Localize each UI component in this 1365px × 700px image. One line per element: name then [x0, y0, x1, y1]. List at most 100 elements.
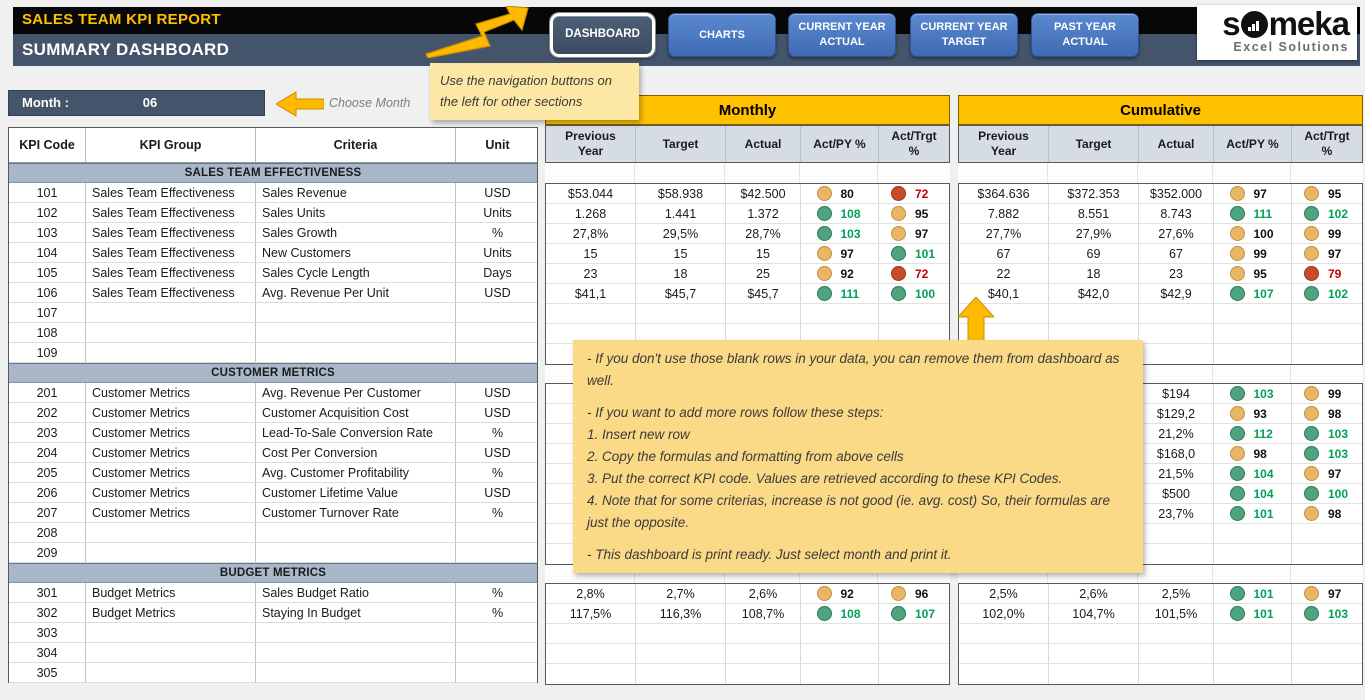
- cell-py[interactable]: [959, 304, 1049, 323]
- cell-actual[interactable]: [1139, 664, 1214, 684]
- cell-kpi-group[interactable]: Sales Team Effectiveness: [86, 203, 256, 222]
- cell-py[interactable]: [959, 624, 1049, 643]
- cell-criteria[interactable]: Customer Acquisition Cost: [256, 403, 456, 422]
- cell-unit[interactable]: [456, 343, 539, 362]
- cell-unit[interactable]: USD: [484, 385, 511, 400]
- cell-act-trgt[interactable]: 98: [1292, 404, 1362, 423]
- cell-act-trgt[interactable]: 72: [879, 264, 949, 283]
- cell-unit[interactable]: USD: [484, 185, 511, 200]
- cell-py[interactable]: 15: [546, 244, 636, 263]
- cell-py[interactable]: $364.636: [959, 184, 1049, 203]
- cell-act-py[interactable]: 112: [1214, 424, 1292, 443]
- cell-py[interactable]: $40,1: [959, 284, 1049, 303]
- cell-unit[interactable]: %: [491, 585, 504, 600]
- cell-kpi-code[interactable]: 102: [9, 203, 86, 222]
- cell-py[interactable]: 23: [546, 264, 636, 283]
- cell-act-trgt[interactable]: [1292, 304, 1362, 323]
- cell-target[interactable]: 15: [636, 244, 726, 263]
- cell-criteria[interactable]: Avg. Revenue Per Unit: [256, 283, 456, 302]
- cell-act-trgt[interactable]: [1292, 624, 1362, 643]
- cell-criteria[interactable]: Customer Turnover Rate: [256, 503, 456, 522]
- cell-act-trgt[interactable]: [879, 644, 949, 663]
- cell-actual[interactable]: $194: [1139, 384, 1214, 403]
- cell-target[interactable]: $45,7: [636, 284, 726, 303]
- cell-py[interactable]: $53.044: [546, 184, 636, 203]
- cell-act-py[interactable]: 95: [1214, 264, 1292, 283]
- cell-actual[interactable]: [1139, 324, 1214, 343]
- cell-py[interactable]: 2,8%: [546, 584, 636, 603]
- cell-actual[interactable]: $42,9: [1139, 284, 1214, 303]
- cell-actual[interactable]: [726, 664, 801, 684]
- cell-criteria[interactable]: [256, 643, 456, 662]
- cell-act-py[interactable]: 104: [1214, 464, 1292, 483]
- cell-act-trgt[interactable]: 103: [1292, 604, 1362, 623]
- cell-criteria[interactable]: Avg. Customer Profitability: [256, 463, 456, 482]
- cell-act-trgt[interactable]: 97: [1292, 584, 1362, 603]
- cell-unit[interactable]: [456, 323, 539, 342]
- cell-act-trgt[interactable]: [879, 624, 949, 643]
- cell-py[interactable]: [959, 664, 1049, 684]
- cell-act-py[interactable]: 97: [1214, 184, 1292, 203]
- cell-target[interactable]: 27,9%: [1049, 224, 1139, 243]
- cell-act-trgt[interactable]: 100: [1292, 484, 1362, 503]
- cell-kpi-code[interactable]: 304: [9, 643, 86, 662]
- cell-kpi-group[interactable]: Sales Team Effectiveness: [86, 223, 256, 242]
- cell-target[interactable]: [1049, 644, 1139, 663]
- cell-act-py[interactable]: [1214, 304, 1292, 323]
- cell-act-trgt[interactable]: [1292, 664, 1362, 684]
- cell-py[interactable]: [546, 324, 636, 343]
- cell-act-py[interactable]: 104: [1214, 484, 1292, 503]
- cell-act-trgt[interactable]: 79: [1292, 264, 1362, 283]
- cell-kpi-code[interactable]: 208: [9, 523, 86, 542]
- cell-kpi-code[interactable]: 301: [9, 583, 86, 602]
- cell-unit[interactable]: [456, 643, 539, 662]
- cell-target[interactable]: $372.353: [1049, 184, 1139, 203]
- cell-target[interactable]: 8.551: [1049, 204, 1139, 223]
- cell-actual[interactable]: $45,7: [726, 284, 801, 303]
- cell-actual[interactable]: 101,5%: [1139, 604, 1214, 623]
- cell-act-trgt[interactable]: [1292, 324, 1362, 343]
- cell-py[interactable]: [546, 624, 636, 643]
- cell-act-py[interactable]: [1214, 624, 1292, 643]
- cell-act-py[interactable]: [1214, 664, 1292, 684]
- cell-act-py[interactable]: [1214, 524, 1292, 543]
- nav-button-past-year-actual[interactable]: PAST YEAR ACTUAL: [1031, 13, 1139, 57]
- cell-actual[interactable]: 23,7%: [1139, 504, 1214, 523]
- cell-kpi-group[interactable]: Customer Metrics: [86, 483, 256, 502]
- cell-kpi-group[interactable]: Customer Metrics: [86, 423, 256, 442]
- cell-act-trgt[interactable]: 97: [1292, 464, 1362, 483]
- cell-actual[interactable]: [726, 304, 801, 323]
- cell-actual[interactable]: 8.743: [1139, 204, 1214, 223]
- cell-kpi-code[interactable]: 302: [9, 603, 86, 622]
- cell-kpi-code[interactable]: 106: [9, 283, 86, 302]
- cell-kpi-group[interactable]: [86, 663, 256, 682]
- cell-act-py[interactable]: 99: [1214, 244, 1292, 263]
- cell-actual[interactable]: $500: [1139, 484, 1214, 503]
- cell-act-trgt[interactable]: 102: [1292, 284, 1362, 303]
- cell-unit[interactable]: [456, 663, 539, 682]
- cell-unit[interactable]: %: [491, 505, 504, 520]
- cell-criteria[interactable]: [256, 623, 456, 642]
- cell-py[interactable]: 117,5%: [546, 604, 636, 623]
- cell-target[interactable]: 29,5%: [636, 224, 726, 243]
- cell-unit[interactable]: [456, 303, 539, 322]
- cell-kpi-code[interactable]: 204: [9, 443, 86, 462]
- cell-criteria[interactable]: Cost Per Conversion: [256, 443, 456, 462]
- cell-act-trgt[interactable]: [1292, 544, 1362, 564]
- cell-act-py[interactable]: [801, 664, 879, 684]
- cell-act-trgt[interactable]: 95: [1292, 184, 1362, 203]
- cell-unit[interactable]: [456, 523, 539, 542]
- cell-criteria[interactable]: Sales Cycle Length: [256, 263, 456, 282]
- nav-button-charts[interactable]: CHARTS: [668, 13, 776, 57]
- cell-act-py[interactable]: [801, 644, 879, 663]
- cell-act-py[interactable]: 92: [801, 264, 879, 283]
- cell-py[interactable]: 22: [959, 264, 1049, 283]
- cell-actual[interactable]: 15: [726, 244, 801, 263]
- cell-criteria[interactable]: Lead-To-Sale Conversion Rate: [256, 423, 456, 442]
- cell-actual[interactable]: [1139, 644, 1214, 663]
- cell-act-py[interactable]: [801, 324, 879, 343]
- month-select[interactable]: 06: [142, 95, 158, 110]
- cell-act-trgt[interactable]: 72: [879, 184, 949, 203]
- cell-act-py[interactable]: [1214, 544, 1292, 564]
- cell-actual[interactable]: [1139, 524, 1214, 543]
